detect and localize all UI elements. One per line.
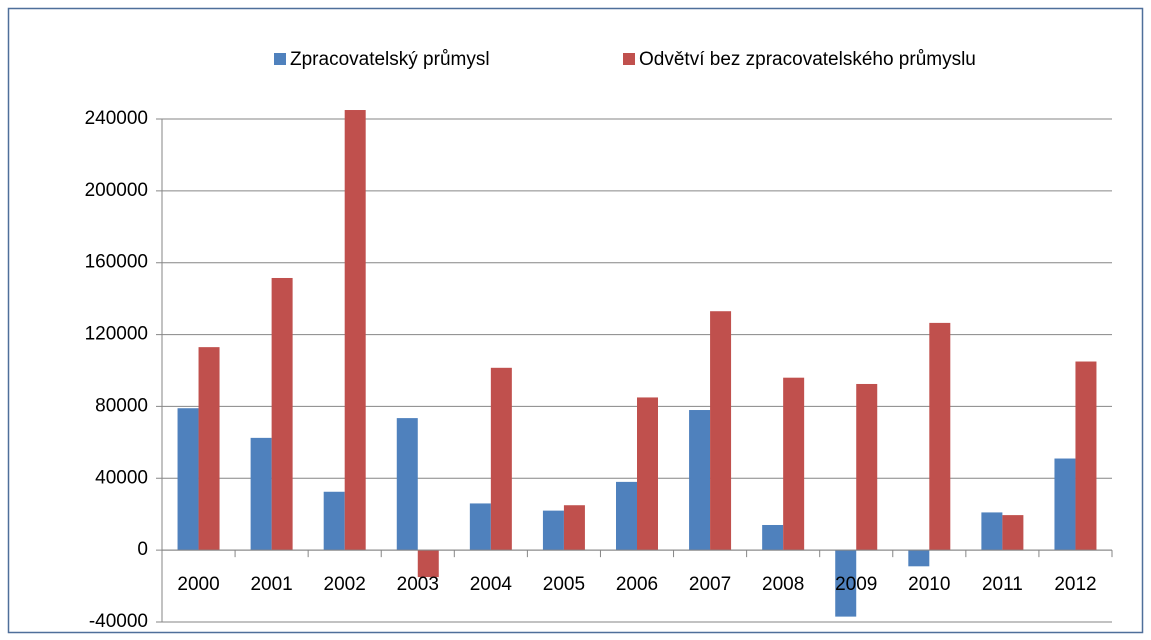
y-tick-label: 240000 xyxy=(85,108,148,129)
bar xyxy=(616,481,637,551)
bar xyxy=(981,512,1003,551)
bar xyxy=(1002,515,1024,551)
y-tick-label: 200000 xyxy=(85,180,148,201)
y-tick-label: 0 xyxy=(137,539,148,560)
bar xyxy=(689,410,711,551)
bar xyxy=(637,397,658,551)
bar xyxy=(198,347,220,551)
legend-swatch xyxy=(623,53,635,65)
x-tick-label: 2009 xyxy=(835,574,877,595)
x-tick-label: 2010 xyxy=(908,574,950,595)
bar xyxy=(762,524,784,551)
bar xyxy=(929,322,951,551)
x-tick-label: 2008 xyxy=(762,574,804,595)
bar xyxy=(856,383,878,551)
x-tick-label: 2003 xyxy=(397,574,439,595)
x-tick-label: 2005 xyxy=(543,574,585,595)
bar xyxy=(908,550,930,567)
y-tick-label: -40000 xyxy=(89,611,148,632)
bar xyxy=(323,491,345,551)
bar xyxy=(542,510,564,551)
bar xyxy=(710,311,732,551)
bar xyxy=(177,408,199,551)
x-tick-label: 2012 xyxy=(1054,574,1096,595)
bar xyxy=(1054,458,1076,551)
bar xyxy=(490,367,512,551)
bar xyxy=(469,503,491,551)
x-tick-label: 2000 xyxy=(177,574,219,595)
bar xyxy=(417,550,439,578)
x-tick-label: 2007 xyxy=(689,574,731,595)
y-tick-label: 80000 xyxy=(95,395,148,416)
bar xyxy=(1075,361,1097,551)
y-tick-label: 120000 xyxy=(85,324,148,345)
x-tick-label: 2001 xyxy=(250,574,292,595)
bar xyxy=(250,437,272,551)
x-tick-label: 2002 xyxy=(324,574,366,595)
legend-label: Odvětví bez zpracovatelského průmyslu xyxy=(639,49,976,70)
x-tick-label: 2004 xyxy=(470,574,513,595)
bar xyxy=(783,377,805,551)
bar xyxy=(344,110,366,551)
legend-swatch xyxy=(274,53,286,65)
bar xyxy=(396,418,418,551)
x-tick-label: 2011 xyxy=(982,574,1023,595)
y-tick-label: 40000 xyxy=(95,467,148,488)
y-tick-label: 160000 xyxy=(85,252,148,273)
bar xyxy=(835,550,857,617)
legend-label: Zpracovatelský průmysl xyxy=(290,49,490,70)
bar xyxy=(563,505,585,551)
x-tick-label: 2006 xyxy=(616,574,658,595)
bar xyxy=(271,277,293,551)
